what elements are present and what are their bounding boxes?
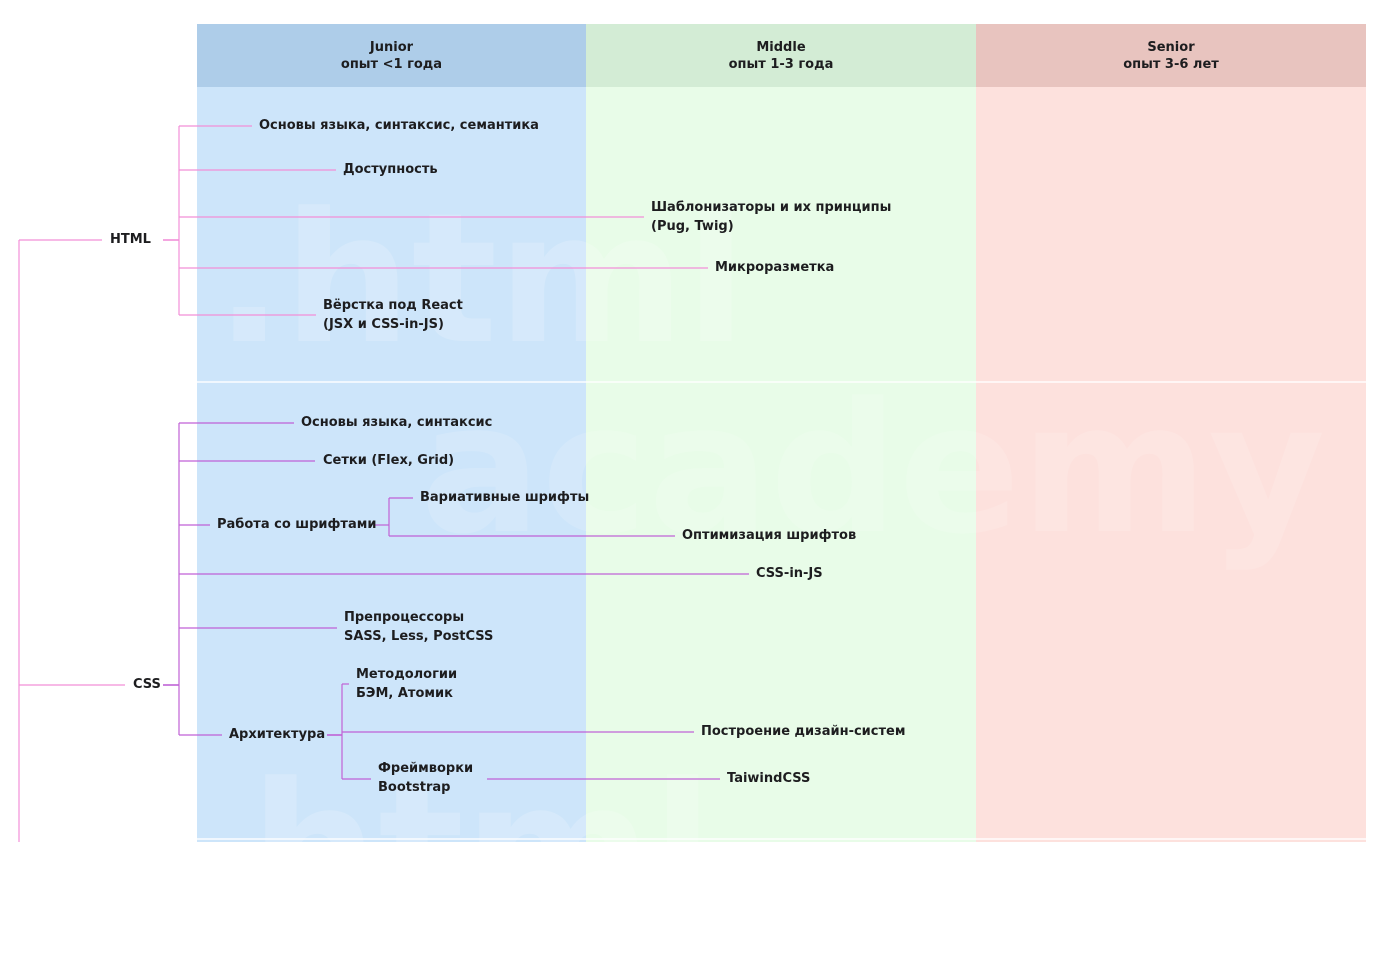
css-grids: Сетки (Flex, Grid)	[323, 453, 455, 468]
html-accessibility: Доступность	[343, 162, 438, 177]
section-divider-bottom	[197, 838, 1366, 840]
css-font-optimization: Оптимизация шрифтов	[682, 528, 857, 543]
html-react: Вёрстка под React (JSX и CSS-in-JS)	[323, 296, 463, 334]
node-html: HTML	[110, 232, 151, 247]
css-preprocessors: Препроцессоры SASS, Less, PostCSS	[344, 608, 493, 646]
column-experience: опыт 3-6 лет	[1123, 56, 1219, 72]
section-divider	[197, 381, 1366, 383]
html-templating-line2: (Pug, Twig)	[651, 219, 734, 234]
column-header-junior: Junior опыт <1 года	[197, 24, 586, 87]
junior-column-body	[197, 87, 586, 842]
middle-column-body	[586, 87, 976, 842]
css-in-js: CSS-in-JS	[756, 566, 823, 581]
html-react-line2: (JSX и CSS-in-JS)	[323, 317, 444, 332]
column-header-senior: Senior опыт 3-6 лет	[976, 24, 1366, 87]
css-preprocessors-line1: Препроцессоры	[344, 610, 465, 625]
column-experience: опыт 1-3 года	[728, 56, 834, 72]
css-methodologies: Методологии БЭМ, Атомик	[356, 665, 457, 703]
senior-column-body	[976, 87, 1366, 842]
css-methodologies-line1: Методологии	[356, 667, 458, 682]
css-frameworks: Фреймворки Bootstrap	[378, 759, 473, 797]
css-basics: Основы языка, синтаксис	[301, 415, 493, 430]
html-microdata: Микроразметка	[715, 260, 835, 275]
html-basics: Основы языка, синтаксис, семантика	[259, 118, 539, 133]
html-templating: Шаблонизаторы и их принципы (Pug, Twig)	[651, 198, 891, 236]
css-frameworks-line1: Фреймворки	[378, 761, 474, 776]
column-experience: опыт <1 года	[340, 56, 443, 72]
column-header-middle: Middle опыт 1-3 года	[586, 24, 976, 87]
css-tailwind: TaiwindCSS	[727, 771, 811, 786]
html-templating-line1: Шаблонизаторы и их принципы	[651, 200, 892, 215]
css-design-systems: Построение дизайн-систем	[701, 724, 906, 739]
column-level: Middle	[756, 39, 806, 55]
css-methodologies-line2: БЭМ, Атомик	[356, 686, 453, 701]
css-architecture: Архитектура	[229, 727, 326, 742]
html-react-line1: Вёрстка под React	[323, 298, 463, 313]
css-preprocessors-line2: SASS, Less, PostCSS	[344, 629, 494, 644]
css-variable-fonts: Вариативные шрифты	[420, 490, 590, 505]
column-level: Senior	[1147, 39, 1195, 55]
css-frameworks-line2: Bootstrap	[378, 780, 451, 795]
css-fonts: Работа со шрифтами	[217, 517, 377, 532]
tree-connectors	[18, 125, 749, 842]
column-level: Junior	[369, 39, 414, 55]
node-css: CSS	[133, 677, 161, 692]
